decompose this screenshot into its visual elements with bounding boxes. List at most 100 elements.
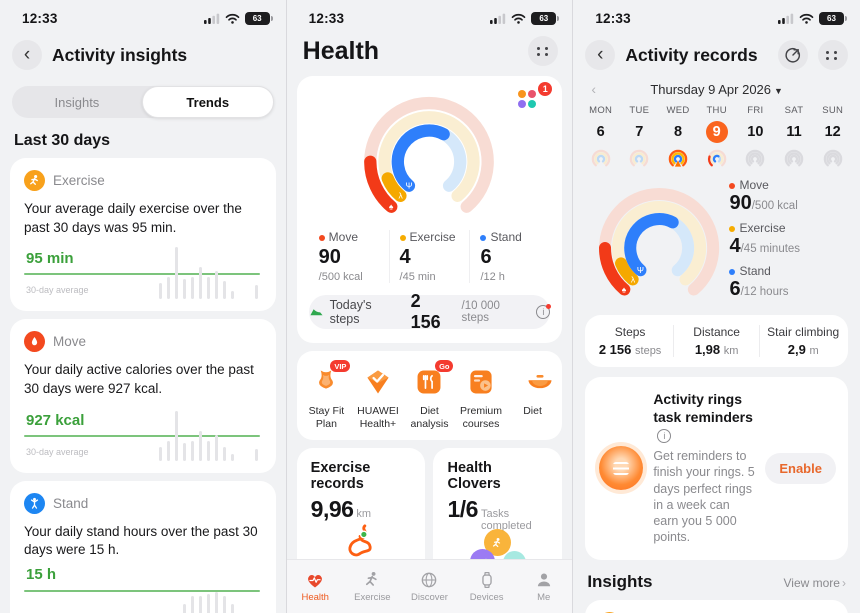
day-sat[interactable]: SAT 11	[775, 105, 814, 170]
status-bar: 12:33 63	[573, 0, 860, 30]
globe-nav-icon	[422, 572, 437, 587]
nav-health[interactable]: Health	[287, 560, 344, 613]
view-more-link[interactable]: View more	[784, 576, 846, 590]
back-button[interactable]	[585, 40, 616, 70]
battery-icon: 63	[818, 11, 847, 25]
date-selector[interactable]: Thursday 9 Apr 2026▼	[573, 76, 860, 99]
nav-discover[interactable]: Discover	[401, 560, 458, 613]
day-thu-selected[interactable]: THU 9	[697, 105, 736, 170]
route-start-dot	[360, 530, 368, 539]
grid-dots-icon	[826, 50, 839, 60]
nav-me[interactable]: Me	[515, 560, 572, 613]
battery-level: 63	[539, 13, 549, 23]
status-time: 12:33	[595, 10, 631, 26]
stay-fit-plan-icon: VIP	[309, 360, 351, 399]
more-grid-button[interactable]	[817, 40, 848, 70]
service-diet[interactable]: Diet	[507, 365, 559, 430]
nav-devices[interactable]: Devices	[458, 560, 515, 613]
card-label: Exercise	[53, 173, 105, 188]
legend-exercise: Exercise 4/45 minutes	[729, 221, 845, 258]
day-sun[interactable]: SUN 12	[813, 105, 852, 170]
stat-goal: /12 h	[480, 271, 505, 283]
service-stay-fit-plan[interactable]: VIP Stay Fit Plan	[301, 360, 353, 430]
runner-nav-icon	[366, 571, 378, 586]
service-diet-analysis[interactable]: Go Diet analysis	[404, 360, 456, 430]
activity-rings-gauge: ♠ λ Ψ	[599, 187, 720, 295]
nav-exercise[interactable]: Exercise	[344, 560, 401, 613]
tab-insights[interactable]: Insights	[54, 94, 100, 110]
wifi-icon	[799, 13, 814, 24]
card-description: Your daily active calories over the past…	[24, 362, 254, 396]
insights-heading-row: Insights View more	[587, 572, 846, 592]
back-button[interactable]	[12, 40, 42, 70]
battery-level: 63	[252, 13, 262, 23]
exercise-dot-icon	[729, 225, 736, 232]
nav-label: Discover	[410, 591, 448, 603]
card-label: Stand	[53, 495, 89, 511]
service-huawei-health-plus[interactable]: HUAWEI Health+	[352, 365, 404, 430]
move-ring-end-icon: ♠	[622, 284, 627, 294]
status-icons: 63	[203, 11, 273, 25]
metric-value: 2,9	[787, 342, 806, 357]
rings-reminder-card: Activity rings task reminders Get remind…	[585, 377, 848, 560]
chevron-right-icon	[842, 576, 846, 590]
health-title-row: Health	[287, 30, 573, 68]
exercise-insight-card[interactable]: Exercise Over the past 7 days, your tota…	[585, 599, 848, 613]
stand-trend-card[interactable]: Stand Your daily stand hours over the pa…	[10, 480, 276, 613]
trend-value: 927 kcal	[26, 411, 85, 429]
distance-value: 9,96	[310, 496, 354, 523]
day-number: 11	[786, 124, 802, 140]
vip-badge: VIP	[330, 360, 351, 372]
share-button[interactable]	[777, 40, 808, 70]
day-fri[interactable]: FRI 10	[736, 105, 775, 170]
move-ring-end-icon: ♠	[389, 202, 394, 212]
activity-rings-gauge: ♠ λ Ψ	[309, 86, 551, 228]
day-label: SUN	[822, 105, 844, 116]
stand-trend-chart: 15 h	[24, 566, 262, 613]
tab-trends[interactable]: Trends	[141, 86, 274, 118]
todays-steps-pill[interactable]: Today's steps 2 156 /10 000 steps	[308, 291, 552, 332]
metric-value-row: 2,9 m	[760, 342, 846, 357]
info-icon[interactable]	[657, 428, 672, 443]
activity-rings-card[interactable]: 1 ♠ λ Ψ Move 90 /50	[296, 76, 563, 343]
card-description: Your average daily exercise over the pas…	[24, 201, 242, 235]
signal-icon	[490, 13, 506, 24]
exercise-trend-card[interactable]: Exercise Your average daily exercise ove…	[10, 158, 276, 312]
daily-metrics-card[interactable]: Steps 2 156 steps Distance 1,98 km Stair…	[585, 315, 848, 367]
move-trend-card[interactable]: Move Your daily active calories over the…	[10, 319, 276, 473]
stat-goal: /500 kcal	[318, 271, 363, 283]
day-number-selected: 9	[705, 121, 728, 143]
health-home-screen: 12:33 63 Health 1	[286, 0, 574, 613]
metric-label: Distance	[693, 325, 740, 339]
insights-heading: Insights	[587, 571, 653, 591]
stat-label: Move	[328, 230, 358, 244]
health-clovers-card[interactable]: Health Clovers 1/6 Tasks completed 9. 4	[433, 448, 563, 592]
day-number: 10	[747, 124, 764, 140]
exercise-ring-end-icon: λ	[631, 274, 636, 284]
section-heading-last-30-days: Last 30 days	[14, 132, 111, 149]
metric-distance: Distance 1,98 km	[672, 325, 760, 357]
dropdown-caret-icon: ▼	[774, 86, 783, 96]
enable-button[interactable]: Enable	[765, 452, 836, 484]
mini-rings-empty	[784, 149, 804, 167]
move-stat: Move 90 /500 kcal	[309, 230, 389, 283]
stat-label-row: Stand	[480, 230, 550, 244]
stat-label: Exercise	[409, 230, 456, 244]
view-more-label: View more	[783, 575, 840, 590]
status-icons: 63	[490, 11, 560, 25]
more-grid-button[interactable]	[528, 36, 559, 66]
legend-goal: /45 minutes	[740, 243, 801, 255]
exercise-records-card[interactable]: Exercise records 9,96 km 8. 4 Outdoor ru…	[296, 448, 426, 579]
premium-courses-icon	[464, 365, 498, 399]
service-premium-courses[interactable]: Premium courses	[455, 365, 507, 430]
day-wed[interactable]: WED 8	[659, 105, 698, 170]
day-mon[interactable]: MON 6	[581, 105, 620, 170]
day-tue[interactable]: TUE 7	[620, 105, 659, 170]
info-icon[interactable]	[536, 304, 552, 319]
previous-date-chevron[interactable]	[591, 81, 596, 97]
mini-rings-faint	[630, 149, 649, 167]
clover-badge[interactable]: 1	[516, 82, 553, 114]
metric-value-row: 2 156 steps	[587, 342, 673, 357]
huawei-health-plus-icon	[361, 365, 395, 399]
metric-label: Steps	[614, 325, 646, 339]
